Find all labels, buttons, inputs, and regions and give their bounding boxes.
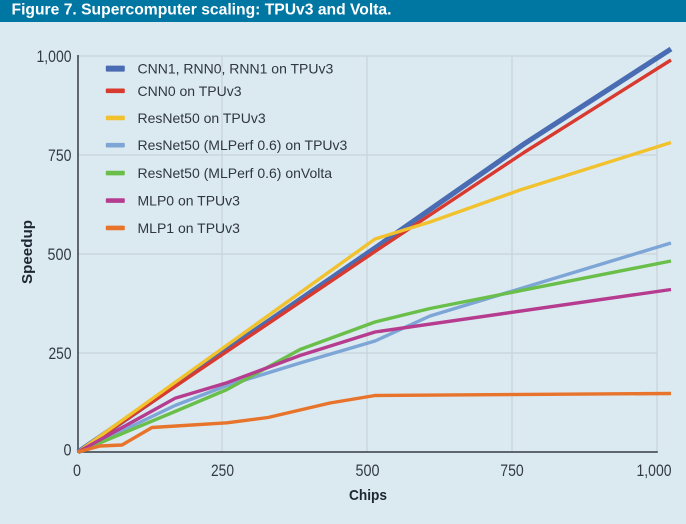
svg-text:250: 250 <box>49 344 72 363</box>
svg-text:ResNet50 on TPUv3: ResNet50 on TPUv3 <box>138 110 266 126</box>
svg-text:750: 750 <box>500 461 524 480</box>
svg-text:Figure 7. Supercomputer scalin: Figure 7. Supercomputer scaling: TPUv3 a… <box>12 2 392 19</box>
svg-text:CNN0 on TPUv3: CNN0 on TPUv3 <box>138 83 242 99</box>
svg-text:ResNet50 (MLPerf 0.6) on TPUv3: ResNet50 (MLPerf 0.6) on TPUv3 <box>138 137 348 153</box>
svg-text:750: 750 <box>48 146 72 165</box>
svg-text:Speedup: Speedup <box>19 220 36 284</box>
svg-text:500: 500 <box>48 245 72 264</box>
svg-text:0: 0 <box>73 461 81 480</box>
svg-text:CNN1, RNN0, RNN1 on TPUv3: CNN1, RNN0, RNN1 on TPUv3 <box>138 61 334 77</box>
svg-text:Chips: Chips <box>349 487 387 504</box>
svg-text:0: 0 <box>64 441 72 460</box>
svg-text:500: 500 <box>356 461 380 480</box>
svg-text:MLP0 on TPUv3: MLP0 on TPUv3 <box>138 193 241 209</box>
svg-text:250: 250 <box>211 461 234 480</box>
svg-text:ResNet50 (MLPerf 0.6) onVolta: ResNet50 (MLPerf 0.6) onVolta <box>138 165 333 181</box>
svg-text:MLP1 on TPUv3: MLP1 on TPUv3 <box>138 220 241 236</box>
svg-text:1,000: 1,000 <box>37 47 72 66</box>
svg-text:1,000: 1,000 <box>637 461 672 480</box>
